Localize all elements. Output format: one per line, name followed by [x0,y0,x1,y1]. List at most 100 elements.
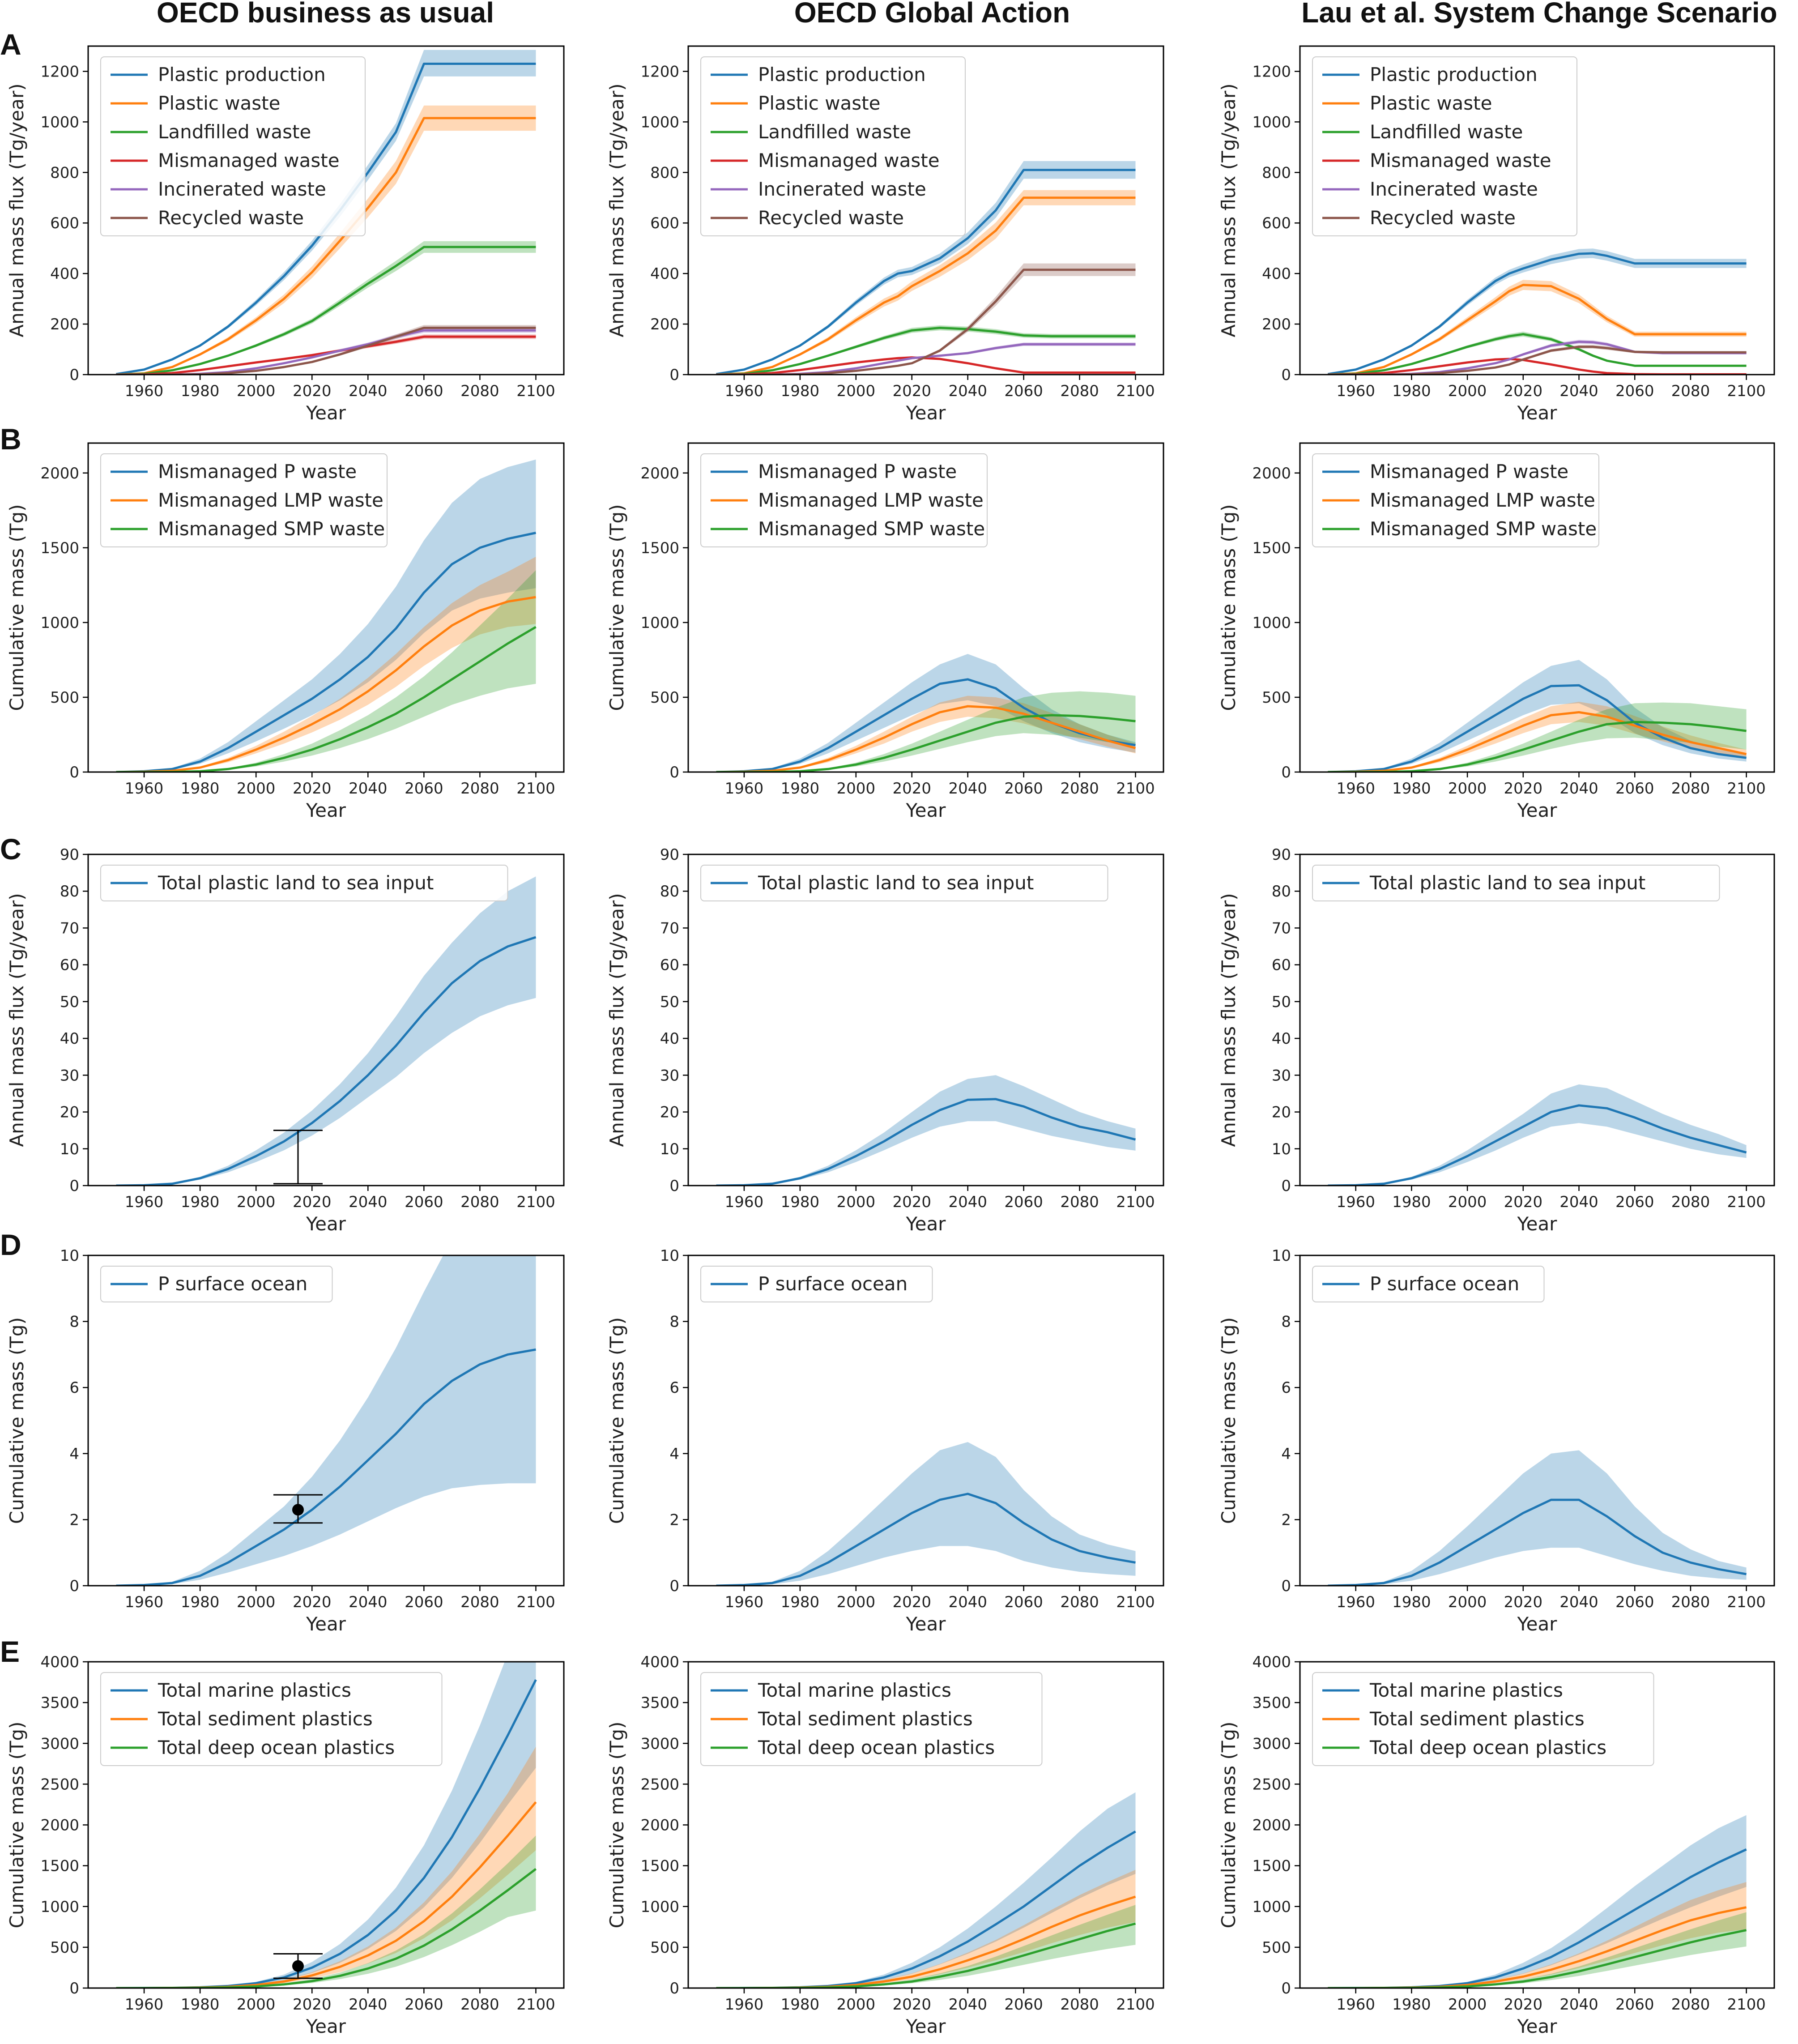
y-tick-label: 800 [1262,164,1291,182]
y-tick-label: 1000 [40,614,79,632]
y-tick-label: 1200 [40,63,79,81]
legend-box [100,453,388,547]
x-tick-label: 1960 [125,780,164,798]
y-tick-label: 600 [50,214,79,232]
x-tick-label: 2000 [1448,382,1487,400]
x-axis-label: Year [906,1213,946,1235]
x-tick-label: 2060 [1615,1193,1654,1211]
y-tick-label: 20 [660,1104,679,1122]
legend-label-mismanaged-p-waste: Mismanaged P waste [158,461,357,482]
y-tick-label: 800 [650,164,679,182]
panel-b2: 1960 1980 2000 2020 2040 2060 2080 2100 0 500 1000… [606,442,1164,821]
x-tick-label: 2000 [237,780,276,798]
panel-d2: 1960 1980 2000 2020 2040 2060 2080 2100 0 2 4 6 8 10 Y… [606,1247,1164,1635]
y-tick-label: 8 [669,1313,679,1331]
x-tick-label: 2040 [948,780,987,798]
panel-e3: 1960 1980 2000 2020 2040 2060 2080 2100 0 500 1000… [1218,1653,1775,2037]
row-letter-b: B [0,422,21,456]
panel-c2: 1960 1980 2000 2020 2040 2060 2080 2100 0 10 20 30 4… [606,846,1164,1235]
y-axis-label: Cumulative mass (Tg) [606,1722,628,1929]
y-tick-label: 500 [650,1939,679,1957]
y-tick-label: 4 [669,1445,679,1463]
x-tick-label: 2000 [837,780,876,798]
x-tick-label: 2040 [349,382,388,400]
y-tick-label: 200 [650,316,679,333]
y-tick-label: 60 [60,956,79,974]
x-tick-label: 2040 [1559,1193,1598,1211]
x-tick-label: 1960 [1336,1593,1375,1611]
line-mismanaged-p-waste [116,532,537,772]
panel-e1: 1960 1980 2000 2020 2040 2060 2080 2100 0 500 1000… [6,1653,565,2037]
band-total-plastic-land-to-sea-input [116,876,536,1186]
x-tick-label: 2020 [1504,780,1543,798]
x-tick-label: 1980 [181,1593,220,1611]
y-tick-label: 2500 [640,1775,679,1793]
row-letter-e: E [0,1635,20,1668]
x-tick-label: 2060 [1004,1593,1043,1611]
y-tick-label: 200 [1262,316,1291,333]
band-mismanaged-waste [116,334,536,375]
legend-label-mismanaged-p-waste: Mismanaged P waste [1370,461,1568,482]
x-tick-label: 2040 [948,1193,987,1211]
plot-data [716,161,1136,375]
x-tick-label: 2100 [516,382,555,400]
y-tick-label: 400 [50,265,79,283]
y-axis-label: Cumulative mass (Tg) [606,504,628,711]
x-tick-label: 2000 [1448,1996,1487,2014]
plot-data [1327,248,1747,375]
column-title-1: OECD business as usual [157,0,494,29]
legend-box [1312,865,1720,901]
legend-label-total-sediment-plastics: Total sediment plastics [758,1708,973,1730]
y-tick-label: 10 [1272,1247,1291,1265]
y-tick-label: 10 [60,1247,79,1265]
x-axis-label: Year [306,1613,346,1635]
x-tick-label: 2020 [892,1996,931,2014]
x-tick-label: 2020 [293,1593,332,1611]
x-axis-label: Year [306,1213,346,1235]
x-tick-label: 1960 [725,1593,764,1611]
y-tick-label: 80 [660,883,679,900]
y-tick-label: 4 [69,1445,79,1463]
x-tick-label: 2100 [1116,382,1155,400]
y-tick-label: 40 [660,1030,679,1048]
x-tick-label: 2000 [837,382,876,400]
errorbar-point [292,1960,304,1972]
line-landfilled-waste [1328,333,1747,375]
x-axis-label: Year [1517,402,1558,424]
legend-box [700,453,988,547]
x-tick-label: 2080 [1671,1593,1710,1611]
y-tick-label: 20 [1272,1104,1291,1122]
plot-data [116,876,537,1186]
x-tick-label: 2060 [405,1193,443,1211]
x-tick-label: 1980 [781,1193,820,1211]
x-tick-label: 2060 [405,1996,443,2014]
x-tick-label: 2020 [892,1593,931,1611]
y-tick-label: 0 [669,1980,679,1997]
band-total-plastic-land-to-sea-input [716,1075,1136,1186]
band-mismanaged-p-waste [716,654,1136,772]
x-tick-label: 2100 [1727,1996,1766,2014]
x-tick-label: 1960 [125,1996,164,2014]
x-tick-label: 2000 [1448,1193,1487,1211]
y-tick-label: 30 [60,1067,79,1084]
column-title-2: OECD Global Action [794,0,1070,29]
y-axis-label: Annual mass flux (Tg/year) [1218,893,1240,1147]
line-plastic-production [716,169,1136,375]
y-tick-label: 8 [1281,1313,1291,1331]
x-tick-label: 2100 [1727,1593,1766,1611]
band-mismanaged-smp-waste [1328,702,1747,772]
y-tick-label: 1000 [1252,1898,1291,1916]
x-tick-label: 1980 [1392,1593,1431,1611]
x-tick-label: 2060 [1615,382,1654,400]
axes-frame [1299,1255,1775,1587]
y-axis-label: Cumulative mass (Tg) [1218,1722,1240,1929]
y-tick-label: 60 [1272,956,1291,974]
x-tick-label: 2020 [1504,1593,1543,1611]
line-p-surface-ocean [1328,1498,1747,1586]
y-tick-label: 0 [1281,366,1291,384]
y-tick-label: 2 [669,1511,679,1529]
x-tick-label: 1980 [181,1996,220,2014]
axes-frame [1299,853,1775,1186]
line-landfilled-waste [116,246,536,375]
y-tick-label: 70 [660,919,679,937]
